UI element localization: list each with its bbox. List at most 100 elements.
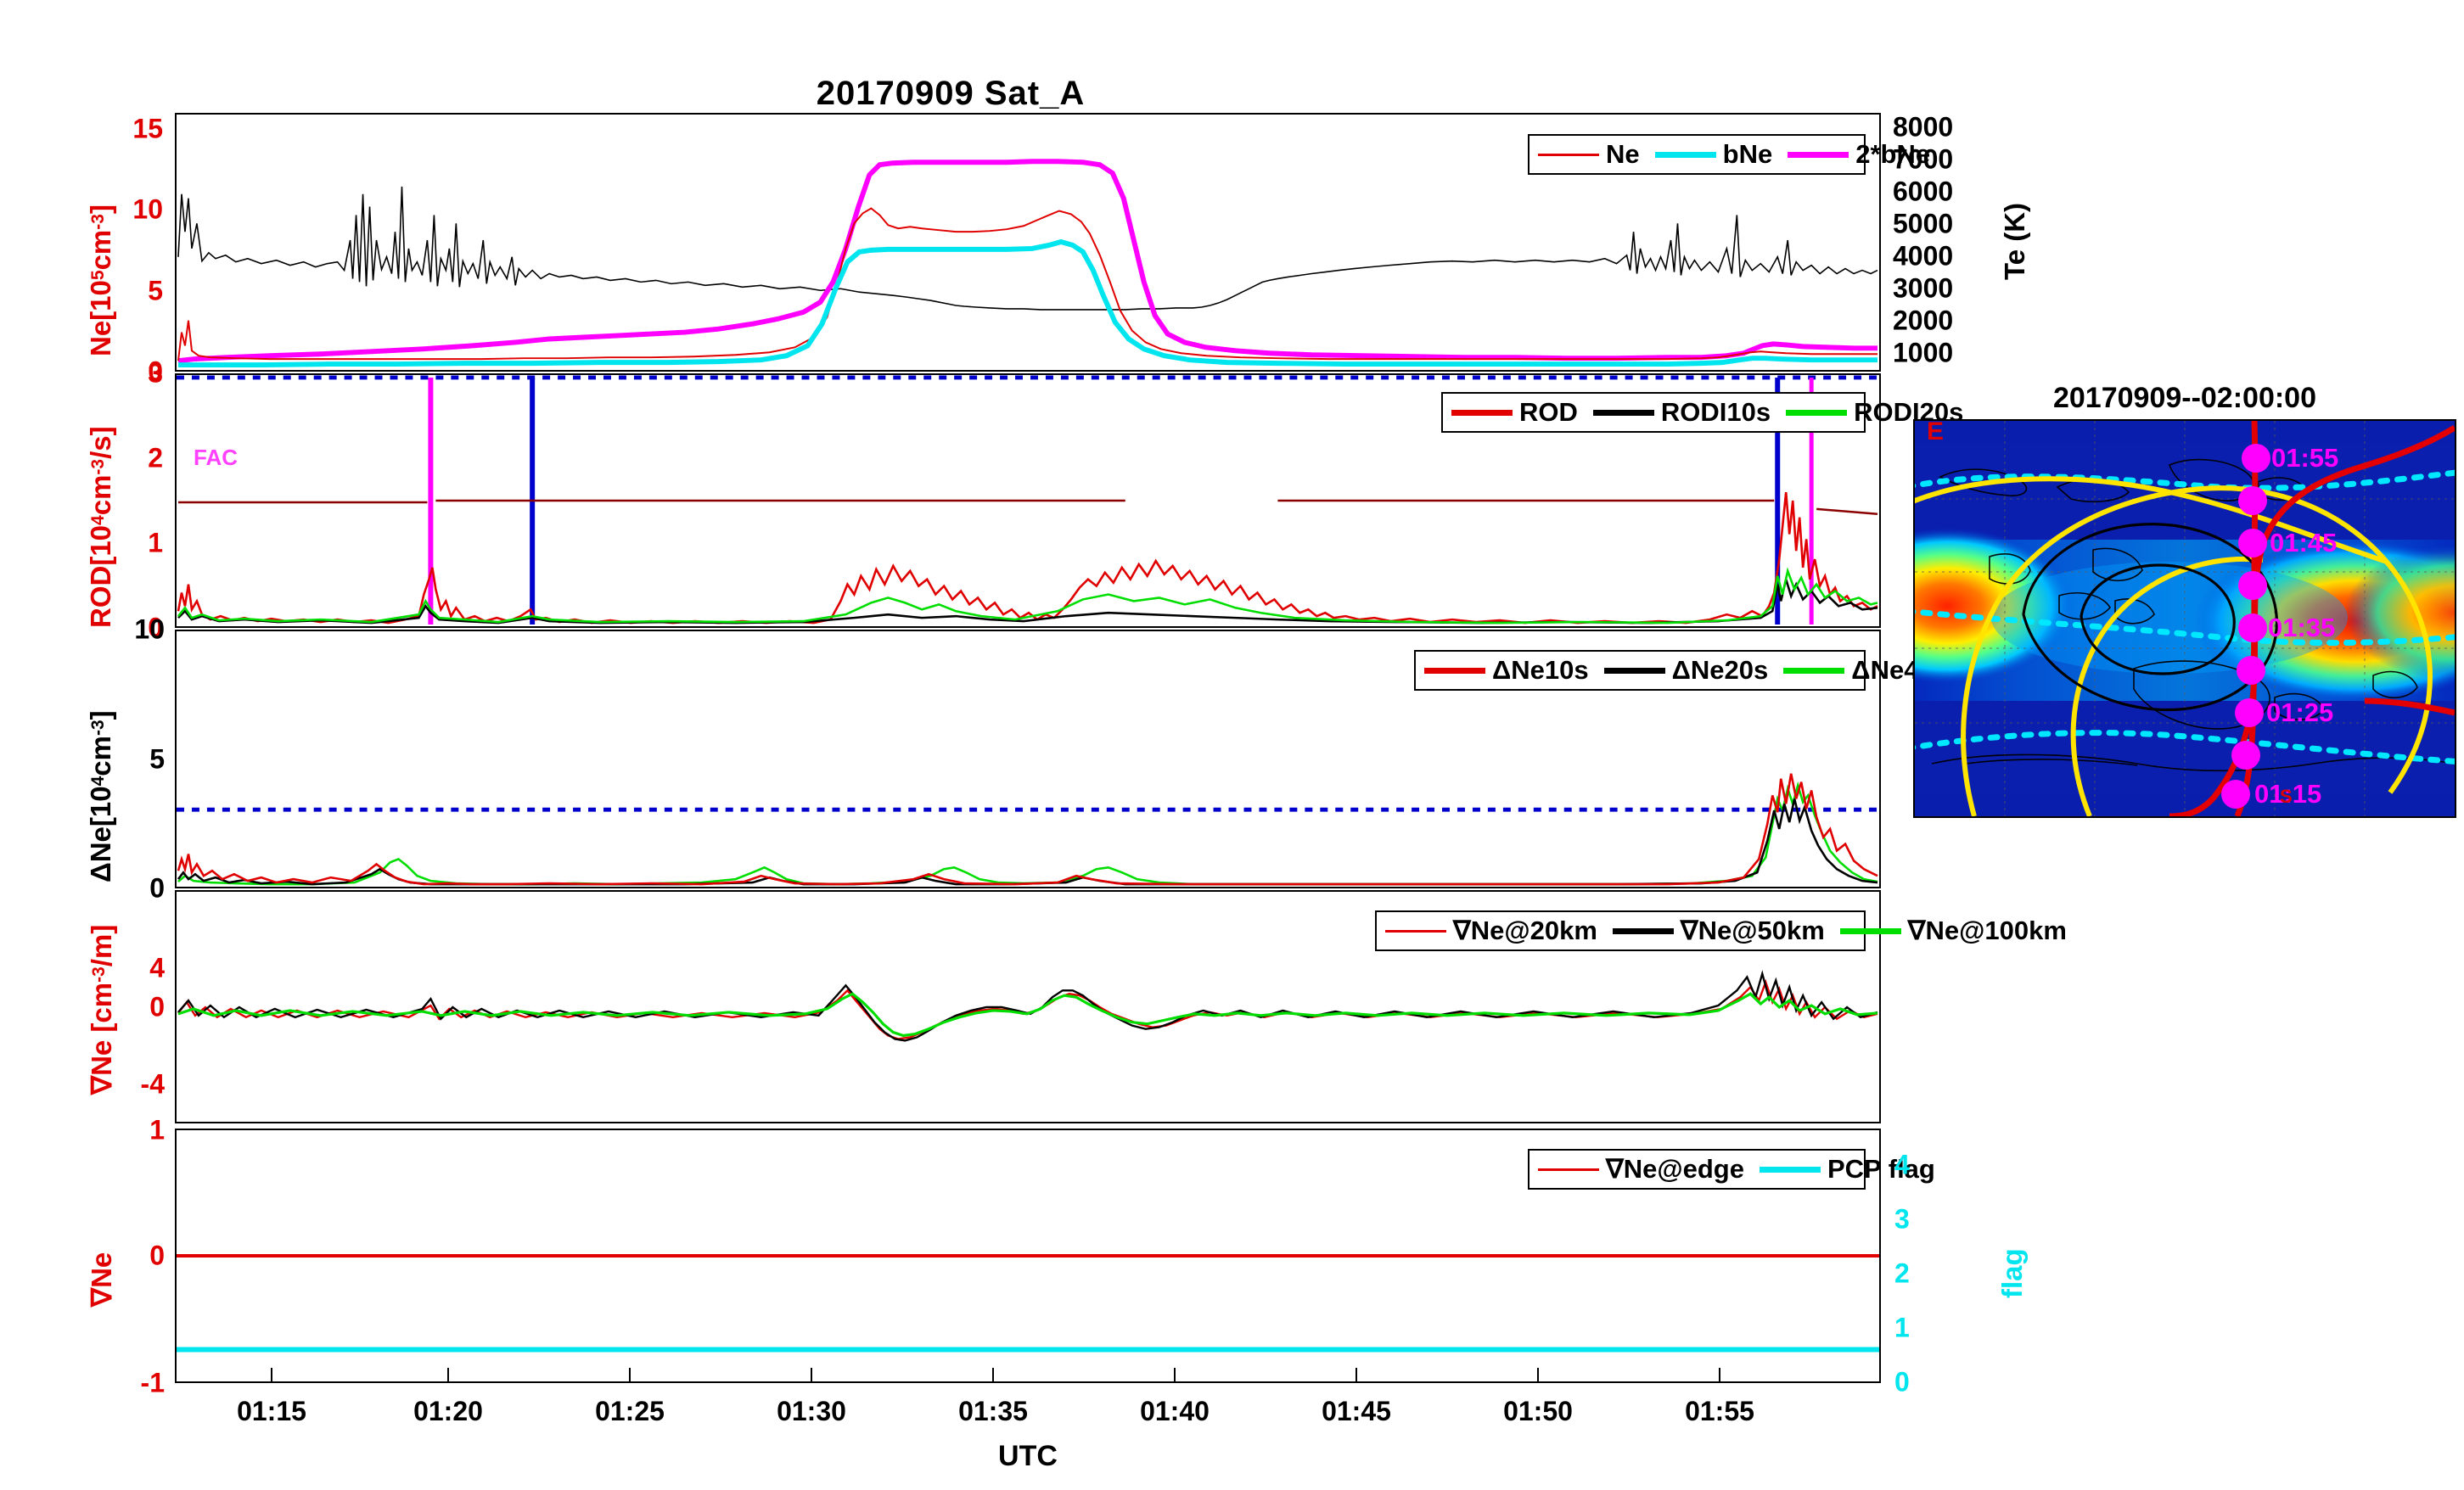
panel-flag-ytick-flag-0: 0 (1894, 1366, 1910, 1398)
panel-dne-ytick-10: 10 (134, 613, 165, 645)
legend-swatch-rodi20s (1786, 409, 1848, 416)
panel-ne-ytick-te-3000: 3000 (1893, 272, 1954, 304)
map-tec-field (1915, 421, 2455, 816)
track-marker-0130 (2237, 656, 2265, 685)
legend-item-dne10s: ΔNe10s (1424, 655, 1604, 686)
track-marker-0155 (2242, 444, 2270, 473)
legend-swatch-bne (1654, 151, 1716, 158)
map-label-east: E (1927, 417, 1945, 445)
panel-rod-ytick-2: 2 (148, 442, 163, 473)
legend-item-gradne-edge: ∇Ne@edge (1538, 1154, 1760, 1185)
panel-rod-yaxis-title: ROD[104cm-3/s] (85, 426, 116, 628)
legend-label-pcp-flag: PCP flag (1827, 1154, 1935, 1184)
legend-swatch-2bne (1788, 151, 1849, 158)
xtick-0135: 01:35 (958, 1396, 1028, 1426)
panel-flag-yaxis-title: ∇Ne (86, 1252, 117, 1307)
panel-flag-legend: ∇Ne@edge PCP flag (1528, 1149, 1935, 1190)
panel-ne-ytick-5: 5 (148, 275, 163, 306)
panel-ne-yaxis-title: Ne[105cm-3] (85, 204, 116, 356)
panel-gradient-ne: ∇Ne@20km ∇Ne@50km ∇Ne@100km (175, 890, 2067, 1123)
panel-flag-ytick-m1: -1 (140, 1367, 165, 1398)
panel-ne-ytick-te-1000: 1000 (1893, 337, 1954, 368)
legend-item-gradne50km: ∇Ne@50km (1612, 916, 1840, 946)
panel-delta-ne: ΔNe10s ΔNe20s ΔNe40s (175, 630, 1948, 888)
panel-ne-ytick-te-2000: 2000 (1893, 305, 1954, 336)
track-time-0125: 01:25 (2266, 697, 2334, 727)
legend-label-2bne: 2*bNe (1855, 139, 1931, 169)
xtick-0140: 01:40 (1140, 1396, 1210, 1426)
xtick-0155: 01:55 (1685, 1396, 1754, 1426)
legend-swatch-gradne50km (1612, 927, 1674, 934)
panel-flag-ytick-flag-3: 3 (1894, 1203, 1910, 1235)
legend-item-pcp-flag: PCP flag (1759, 1154, 1935, 1185)
legend-label-bne: bNe (1722, 139, 1773, 169)
panel-rod-legend: ROD RODI10s RODI20s (1441, 392, 1963, 433)
xtick-0145: 01:45 (1322, 1396, 1391, 1426)
panel-ne-yaxis-right-title: Te (K) (1999, 202, 2030, 280)
panel-flag-ytick-1: 1 (149, 1114, 165, 1146)
legend-swatch-dne10s (1424, 667, 1485, 674)
panel-rod-ytick-1: 1 (148, 527, 163, 558)
legend-label-rodi10s: RODI10s (1660, 397, 1771, 427)
legend-item-2bne: 2*bNe (1788, 139, 1930, 170)
track-time-0145: 01:45 (2270, 528, 2338, 557)
panel-rod-ytick-0: 0 (148, 612, 163, 643)
panel-ne-plot-area (177, 115, 1879, 370)
panel-rod-plot-area (177, 375, 1879, 626)
track-marker-0125 (2235, 698, 2264, 727)
panel-ne-traces (177, 159, 1878, 368)
panel-ne-ytick-te-5000: 5000 (1893, 208, 1954, 239)
xtick-0130: 01:30 (777, 1396, 846, 1426)
panel-electron-density: Ne bNe 2*bNe (175, 113, 1930, 372)
xtick-0150: 01:50 (1503, 1396, 1573, 1426)
legend-label-rod: ROD (1519, 397, 1578, 427)
xtick-0120: 01:20 (413, 1396, 483, 1426)
legend-label-ne: Ne (1606, 139, 1640, 169)
panel-gradne-yaxis-title: ∇Ne [cm-3/m] (86, 924, 117, 1095)
panel-rod-ytick-3: 3 (148, 357, 163, 389)
legend-item-rodi10s: RODI10s (1592, 397, 1786, 428)
legend-item-rod: ROD (1451, 397, 1593, 428)
panel-dne-ytick-0: 0 (149, 872, 165, 904)
panel-flag-yaxis-right-title: flag (1996, 1248, 2028, 1298)
panel-ne-ytick-te-8000: 8000 (1893, 111, 1954, 143)
legend-item-ne: Ne (1538, 139, 1655, 170)
panel-flag-traces (177, 1254, 1879, 1353)
panel-ne-ytick-15: 15 (132, 113, 163, 144)
legend-swatch-rodi10s (1592, 409, 1654, 416)
panel-flag-ytick-0: 0 (149, 1240, 165, 1271)
legend-swatch-rod (1451, 409, 1513, 416)
legend-swatch-dne20s (1603, 667, 1665, 674)
track-time-0135: 01:35 (2268, 613, 2336, 642)
x-axis-title: UTC (998, 1440, 1058, 1472)
legend-swatch-gradne-edge (1538, 1168, 1599, 1171)
legend-swatch-gradne100km (1839, 927, 1901, 934)
legend-item-gradne100km: ∇Ne@100km (1839, 916, 2067, 946)
panel-gradne-traces (177, 970, 1878, 1042)
track-marker-0115 (2221, 780, 2250, 809)
map-panel: 01:55 01:45 01:35 01:25 01:15 (1913, 419, 2456, 818)
panel-gradne-legend: ∇Ne@20km ∇Ne@50km ∇Ne@100km (1375, 910, 2067, 951)
legend-label-gradne50km: ∇Ne@50km (1680, 916, 1825, 945)
panel-flag-ytick-flag-4: 4 (1894, 1149, 1910, 1180)
map-label-south: S (2280, 786, 2293, 807)
panel-flag-plot-area (177, 1130, 1879, 1381)
panel-dne-ytick-5: 5 (149, 743, 165, 775)
panel-gradne-plot-area (177, 892, 1879, 1122)
panel-ne-ytick-0: 0 (148, 356, 163, 387)
panel-pcp-flag: ∇Ne@edge PCP flag (175, 1129, 1935, 1383)
legend-item-bne: bNe (1654, 139, 1788, 170)
panel-ne-ytick-te-4000: 4000 (1893, 240, 1954, 272)
panel-flag-ytick-flag-1: 1 (1894, 1312, 1910, 1343)
xtick-0115: 01:15 (237, 1396, 306, 1426)
panel-rod-traces (177, 375, 1879, 625)
track-time-0115: 01:15 (2254, 779, 2322, 809)
track-marker-0120 (2231, 741, 2260, 770)
track-marker-0150 (2238, 486, 2267, 515)
panel-flag-ytick-flag-2: 2 (1894, 1258, 1910, 1289)
track-marker-0135 (2238, 613, 2267, 642)
legend-swatch-pcp-flag (1759, 1166, 1821, 1173)
panel-ne-ytick-te-6000: 6000 (1893, 176, 1954, 207)
xtick-0125: 01:25 (595, 1396, 665, 1426)
track-marker-0145 (2238, 529, 2267, 557)
